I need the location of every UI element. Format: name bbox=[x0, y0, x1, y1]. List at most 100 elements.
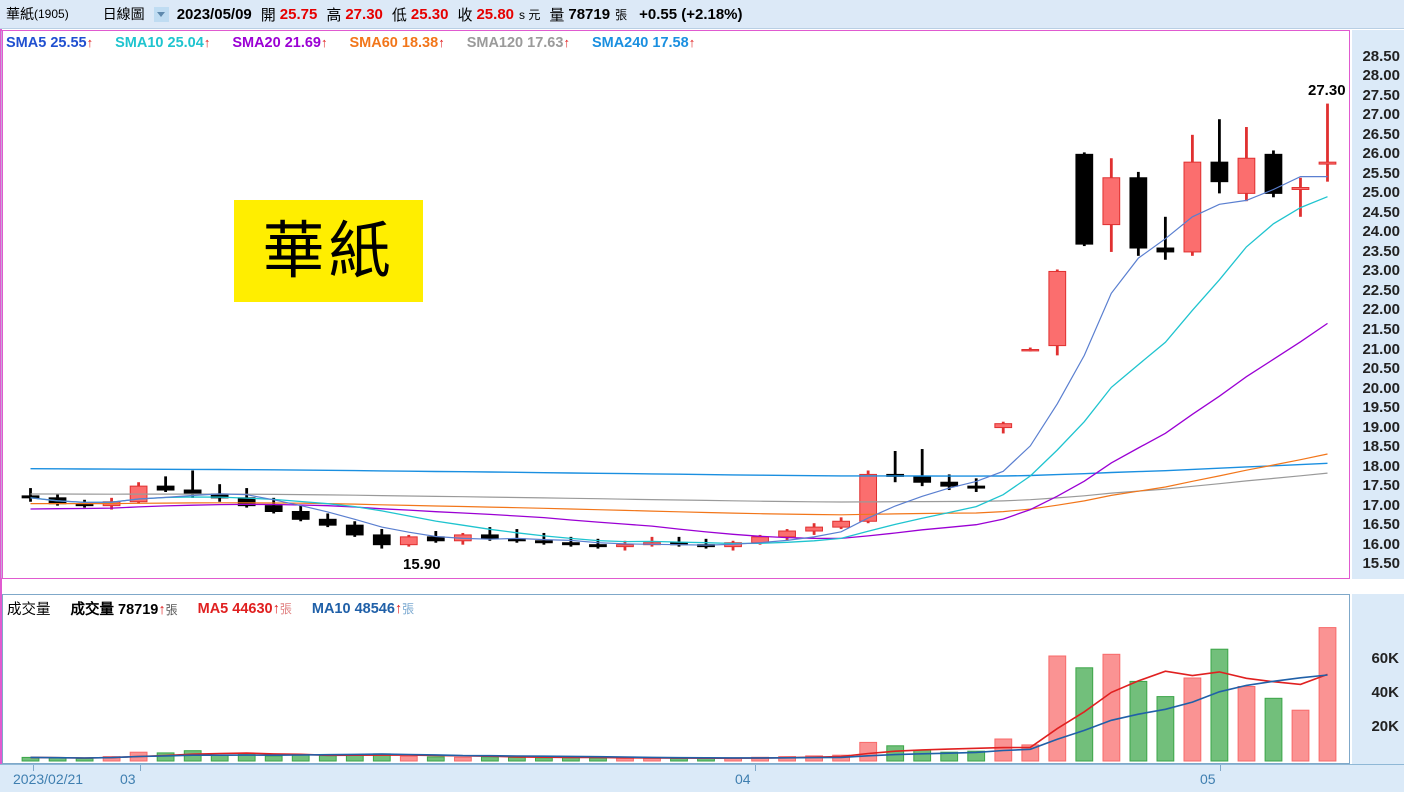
candlestick bbox=[859, 470, 878, 524]
volume-ma10-unit: 張 bbox=[402, 601, 415, 616]
volume-bar bbox=[508, 756, 526, 762]
volume-tick: 60K bbox=[1371, 650, 1399, 668]
volume-bar bbox=[1291, 709, 1310, 762]
volume-bar bbox=[1075, 667, 1094, 762]
price-tick: 17.00 bbox=[1362, 496, 1400, 514]
volume-bar bbox=[264, 755, 283, 762]
stock-code: (1905) bbox=[34, 7, 69, 21]
stock-name: 華紙 bbox=[6, 6, 34, 22]
volume-chart-panel[interactable]: 成交量 成交量 78719↑張 MA5 44630↑張 MA10 48546↑張 bbox=[2, 594, 1350, 764]
price-tick: 20.00 bbox=[1362, 379, 1400, 397]
volume-bar bbox=[291, 754, 310, 762]
close-suffix: s 元 bbox=[519, 7, 541, 22]
candlestick bbox=[1075, 152, 1094, 247]
date-tick-mark bbox=[755, 765, 756, 771]
volume-plot bbox=[21, 627, 1337, 762]
candlestick bbox=[589, 538, 607, 549]
candlestick-plot bbox=[21, 103, 1337, 551]
volume-bar bbox=[156, 752, 175, 762]
sma-legend-item-sma240: SMA240 17.58↑ bbox=[592, 35, 695, 51]
volume-bar bbox=[481, 756, 499, 762]
sma-legend-item-sma5: SMA5 25.55↑ bbox=[6, 35, 93, 51]
date-tick-label: 2023/02/21 bbox=[13, 771, 84, 787]
open-value: 25.75 bbox=[279, 5, 318, 23]
volume-bar bbox=[210, 754, 229, 762]
watermark-text: 華紙 bbox=[262, 214, 395, 287]
low-label: 低 bbox=[391, 6, 407, 24]
quote-date: 2023/05/09 bbox=[176, 5, 252, 23]
candlestick bbox=[399, 534, 418, 547]
price-tick: 16.00 bbox=[1362, 535, 1400, 553]
volume-bar bbox=[589, 757, 607, 762]
sma-legend-name: SMA20 bbox=[232, 35, 281, 51]
sma240-line bbox=[30, 462, 1328, 477]
volume-bar bbox=[535, 757, 553, 762]
sma-up-arrow-icon: ↑ bbox=[563, 35, 570, 50]
volume-ma10-arrow-icon: ↑ bbox=[394, 600, 403, 617]
sma-up-arrow-icon: ↑ bbox=[438, 35, 445, 50]
sma-legend-name: SMA240 bbox=[591, 35, 649, 51]
sma-up-arrow-icon: ↑ bbox=[688, 35, 696, 50]
price-tick: 15.50 bbox=[1362, 555, 1400, 573]
price-tick: 19.00 bbox=[1362, 418, 1400, 436]
volume-ma10-label: MA10 bbox=[311, 600, 355, 617]
sma-legend-value: 25.04 bbox=[163, 35, 204, 51]
candlestick bbox=[1102, 158, 1121, 252]
date-tick-mark bbox=[1220, 765, 1221, 771]
volume-bar bbox=[1264, 697, 1283, 762]
price-annotation: 15.90 bbox=[403, 556, 441, 573]
price-tick: 20.50 bbox=[1362, 360, 1400, 378]
candlestick bbox=[1129, 171, 1148, 256]
candlestick bbox=[156, 476, 175, 492]
candlestick bbox=[291, 505, 310, 522]
chevron-down-icon[interactable] bbox=[153, 6, 169, 22]
sma-legend-value: 18.38 bbox=[397, 35, 439, 51]
sma10-line bbox=[30, 196, 1328, 545]
volume-unit: 張 bbox=[165, 602, 178, 617]
candlestick bbox=[1264, 150, 1283, 198]
price-tick: 21.50 bbox=[1362, 320, 1400, 338]
price-tick: 24.50 bbox=[1362, 203, 1400, 221]
sma-legend-item-sma120: SMA120 17.63↑ bbox=[467, 35, 570, 51]
price-chart-panel[interactable]: SMA5 25.55↑ SMA10 25.04↑ SMA20 21.69↑ SMA60… bbox=[1, 30, 1350, 579]
sma-legend-value: 17.63 bbox=[523, 35, 564, 51]
candlestick bbox=[1291, 177, 1310, 217]
sma-legend: SMA5 25.55↑ SMA10 25.04↑ SMA20 21.69↑ SMA60… bbox=[6, 33, 717, 53]
price-tick: 22.50 bbox=[1362, 281, 1400, 299]
volume-bar bbox=[1318, 627, 1337, 762]
candlestick bbox=[508, 529, 526, 543]
volume-value: 78719 bbox=[118, 601, 159, 618]
candlestick bbox=[1048, 269, 1067, 356]
date-tick-label: 03 bbox=[120, 771, 136, 787]
volume-unit: 張 bbox=[615, 7, 628, 22]
price-tick: 22.00 bbox=[1362, 301, 1400, 319]
volume-bar bbox=[426, 756, 445, 762]
sma-legend-item-sma20: SMA20 21.69↑ bbox=[232, 35, 327, 51]
price-tick: 19.50 bbox=[1362, 399, 1400, 417]
price-tick: 27.00 bbox=[1362, 106, 1400, 124]
volume-bar bbox=[913, 749, 932, 762]
price-tick: 25.50 bbox=[1362, 164, 1400, 182]
volume-ma10-value: 48546 bbox=[354, 600, 395, 617]
price-tick: 28.00 bbox=[1362, 67, 1400, 85]
price-tick: 23.50 bbox=[1362, 242, 1400, 260]
volume-bar bbox=[1129, 680, 1148, 762]
volume-ma10-line bbox=[30, 674, 1328, 759]
candlestick bbox=[832, 517, 850, 530]
sma5-line bbox=[30, 176, 1328, 546]
candlestick bbox=[372, 529, 391, 549]
high-label: 高 bbox=[326, 6, 342, 24]
candlestick bbox=[994, 421, 1013, 434]
sma-legend-name: SMA5 bbox=[6, 35, 47, 51]
candlestick bbox=[345, 521, 364, 537]
price-tick: 17.50 bbox=[1362, 477, 1400, 495]
sma-legend-name: SMA60 bbox=[349, 35, 398, 51]
sma-up-arrow-icon: ↑ bbox=[321, 35, 328, 50]
price-tick: 24.00 bbox=[1362, 223, 1400, 241]
volume-tick: 20K bbox=[1371, 718, 1399, 736]
volume-value-group: 成交量 78719↑張 bbox=[71, 598, 178, 619]
candlestick bbox=[616, 540, 634, 551]
volume-value-label: 成交量 bbox=[70, 601, 119, 618]
volume-bar bbox=[967, 750, 986, 762]
price-tick: 21.00 bbox=[1362, 340, 1400, 358]
